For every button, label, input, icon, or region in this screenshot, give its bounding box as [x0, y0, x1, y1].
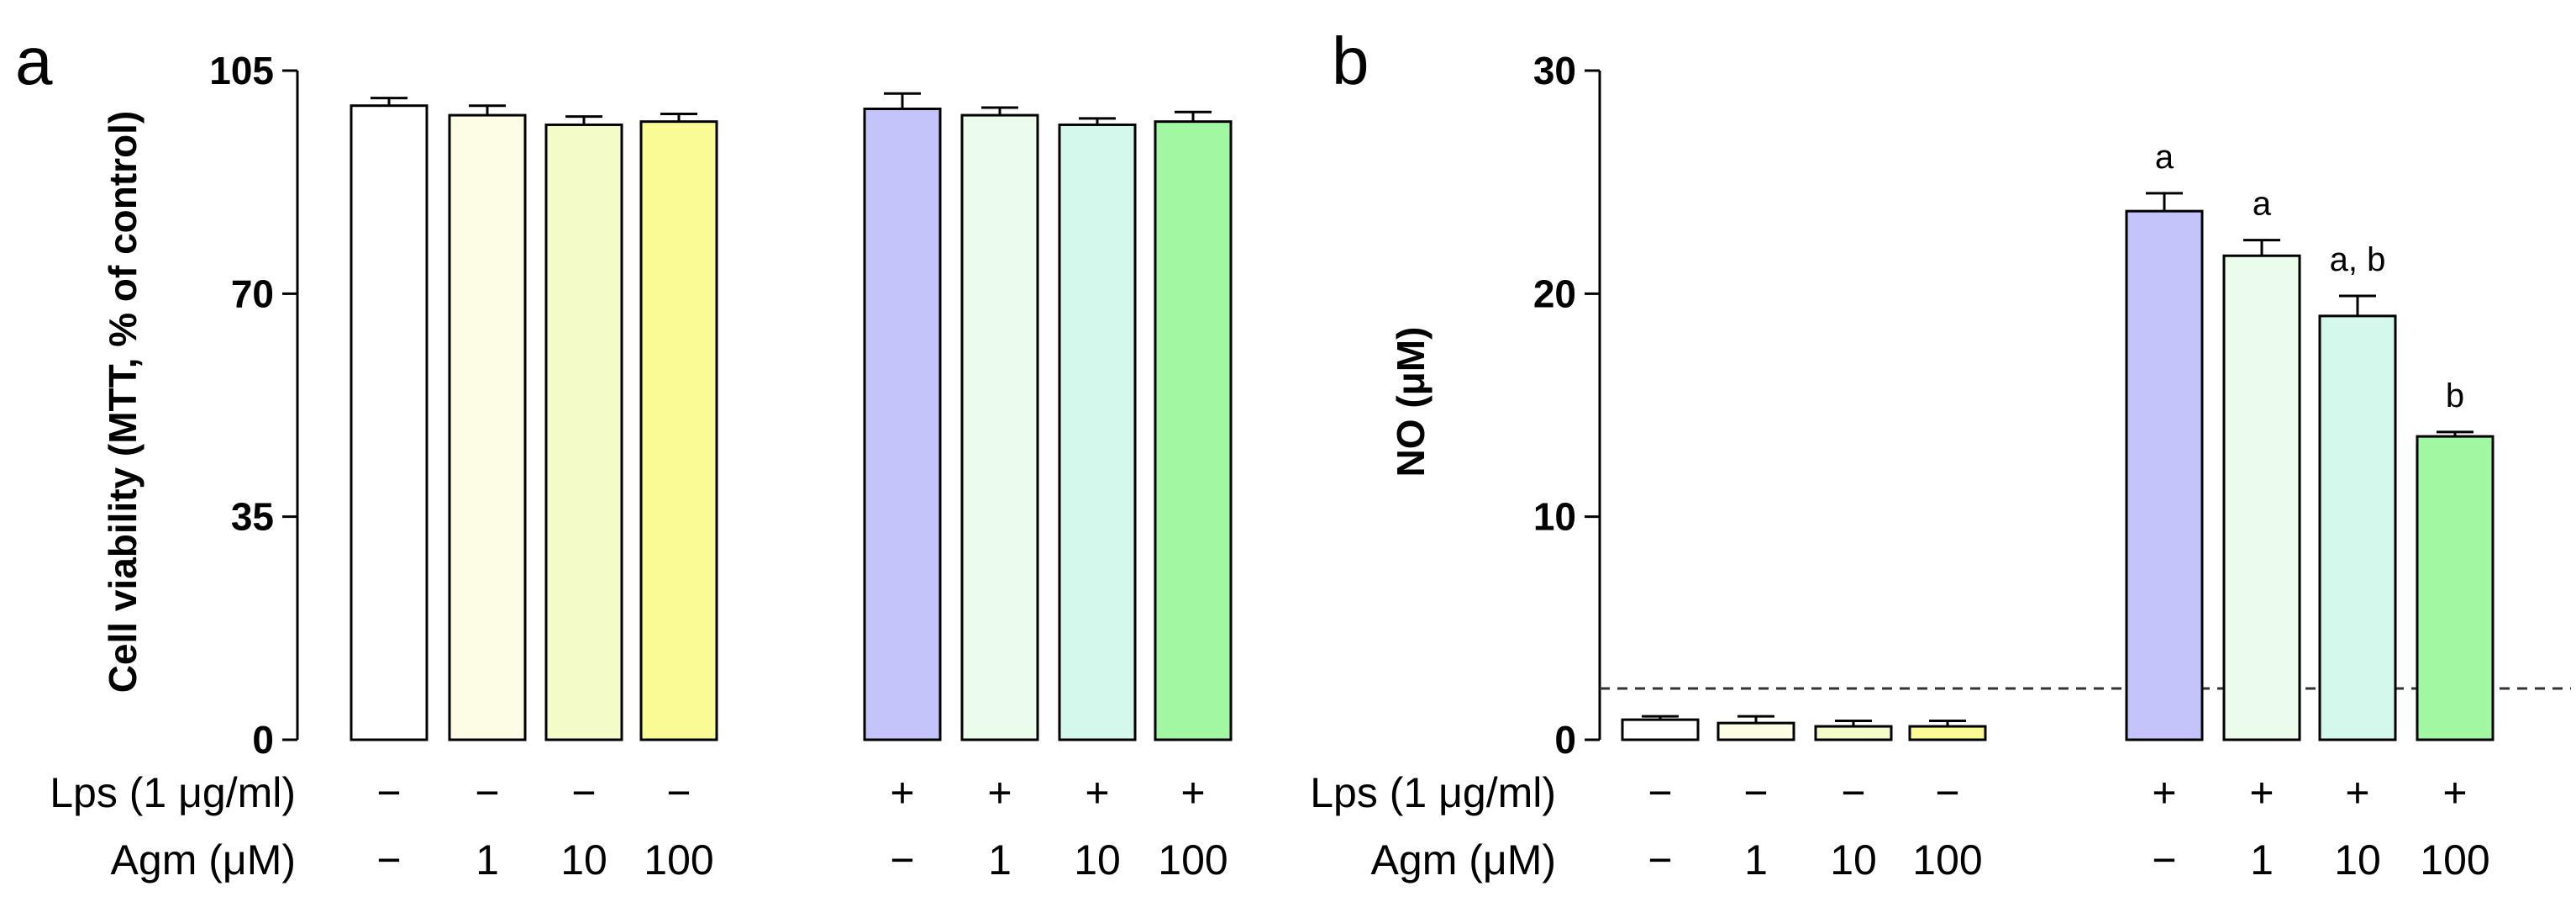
y-tick-label: 35 — [231, 495, 274, 539]
bar — [544, 123, 623, 741]
y-tick-label: 30 — [1533, 49, 1576, 92]
lps-row-symbol: + — [890, 769, 914, 816]
agm-row-value: 100 — [2420, 836, 2489, 884]
bar — [2416, 435, 2495, 741]
bar — [350, 104, 428, 741]
agm-row-value: 1 — [988, 836, 1012, 884]
bar — [1814, 725, 1893, 741]
y-tick-label: 0 — [252, 718, 274, 762]
lps-row-symbol: − — [666, 769, 691, 816]
agm-row-value: 10 — [560, 836, 607, 884]
lps-row-symbol: + — [2345, 769, 2369, 816]
panel-b-letter: b — [1332, 24, 1369, 98]
bar — [1058, 123, 1137, 741]
significance-label: a — [2155, 139, 2174, 176]
lps-row-symbol: + — [2152, 769, 2176, 816]
lps-row-label-b: Lps (1 μg/ml) — [1310, 769, 1556, 816]
agm-row-value: 100 — [1158, 836, 1228, 884]
bar — [639, 120, 718, 741]
significance-label: a, b — [2330, 241, 2386, 278]
bar — [1154, 120, 1233, 741]
bar — [448, 113, 527, 741]
agm-row-label-b: Agm (μM) — [1371, 836, 1556, 884]
agm-row-value: 1 — [2250, 836, 2274, 884]
bar — [2222, 254, 2301, 741]
lps-row-symbol: + — [1180, 769, 1205, 816]
lps-row-symbol: + — [2249, 769, 2274, 816]
lps-row-symbol: − — [475, 769, 499, 816]
agm-row-value: − — [376, 836, 401, 884]
bar — [1621, 718, 1700, 741]
agm-row-value: 100 — [1912, 836, 1982, 884]
lps-row-symbol: − — [1935, 769, 1959, 816]
lps-row-symbol: + — [2442, 769, 2467, 816]
panel-a-y-axis-title: Cell viability (MTT, % of control) — [101, 111, 145, 694]
y-tick-label: 0 — [1554, 718, 1576, 762]
lps-row-symbol: − — [1743, 769, 1768, 816]
agm-row-value: − — [890, 836, 914, 884]
bar — [960, 113, 1039, 741]
significance-label: b — [2446, 377, 2464, 414]
agm-row-value: − — [2152, 836, 2176, 884]
panel-a-letter: a — [15, 24, 53, 98]
panel-b-y-axis-title: NO (μM) — [1389, 327, 1433, 477]
lps-row-symbol: + — [987, 769, 1012, 816]
agm-row-value: 10 — [1830, 836, 1877, 884]
bar — [1716, 721, 1795, 741]
y-tick-label: 10 — [1533, 495, 1576, 539]
agm-row-value: − — [1648, 836, 1672, 884]
lps-row-label-a: Lps (1 μg/ml) — [50, 769, 296, 816]
significance-label: a — [2253, 186, 2272, 223]
bar — [1908, 725, 1987, 741]
lps-row-symbol: + — [1085, 769, 1109, 816]
agm-row-value: 1 — [476, 836, 499, 884]
lps-row-symbol: − — [1841, 769, 1865, 816]
agm-row-value: 10 — [1074, 836, 1121, 884]
panel-a: a Cell viability (MTT, % of control) 0 35… — [15, 24, 1233, 884]
lps-row-symbol: − — [1648, 769, 1672, 816]
agm-row-value: 1 — [1744, 836, 1768, 884]
agm-row-value: 10 — [2334, 836, 2381, 884]
bar — [863, 107, 942, 741]
bar — [2125, 209, 2204, 741]
bar — [2318, 314, 2397, 741]
lps-row-symbol: − — [571, 769, 596, 816]
agm-row-value: 100 — [644, 836, 713, 884]
y-tick-label: 70 — [231, 272, 274, 315]
lps-row-symbol: − — [376, 769, 401, 816]
y-tick-label: 20 — [1533, 272, 1576, 315]
y-tick-label: 105 — [209, 49, 274, 92]
agm-row-label-a: Agm (μM) — [111, 836, 296, 884]
